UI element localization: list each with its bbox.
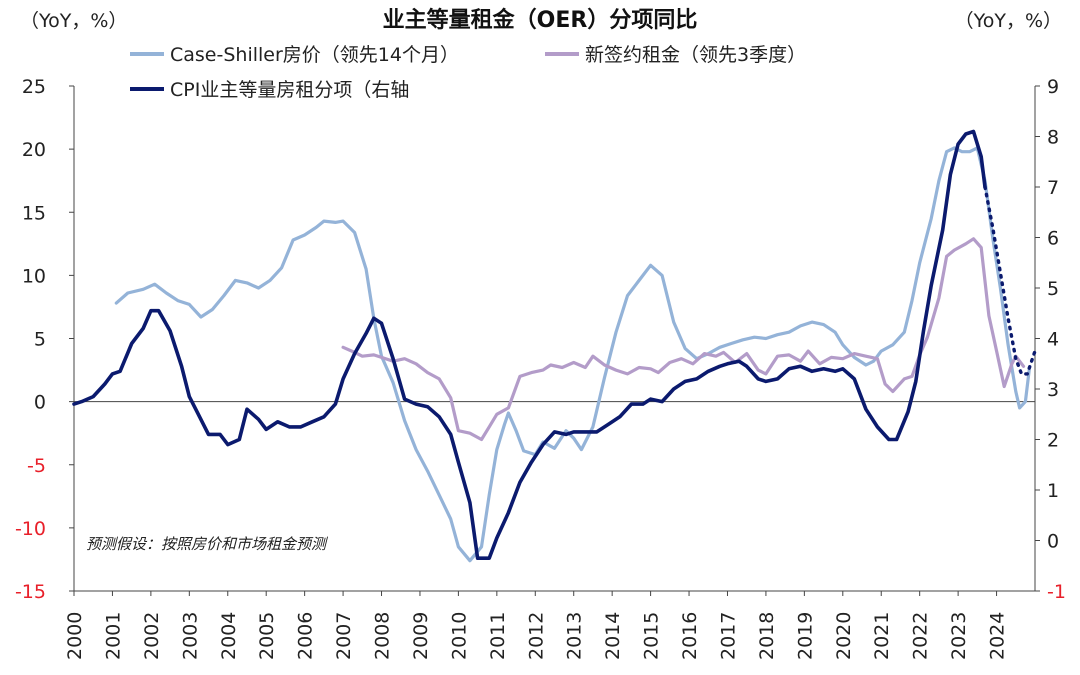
- right-tick-label: 5: [1047, 278, 1059, 300]
- legend-swatch: [130, 86, 164, 91]
- legend-label: CPI业主等量房租分项（右轴: [170, 79, 410, 101]
- left-tick-label: 20: [22, 139, 46, 161]
- x-tick-label: 2009: [410, 612, 432, 660]
- right-tick-label: 0: [1047, 531, 1059, 553]
- right-tick-label: 7: [1047, 177, 1059, 199]
- right-tick-label: -1: [1047, 581, 1066, 603]
- x-tick-label: 2001: [102, 612, 124, 660]
- x-tick-label: 2014: [602, 612, 624, 660]
- left-tick-label: 10: [22, 265, 46, 287]
- x-tick-label: 2013: [564, 612, 586, 660]
- legend-item-cpi-oer: CPI业主等量房租分项（右轴: [130, 75, 409, 102]
- x-tick-label: 2000: [64, 612, 86, 660]
- right-tick-label: 4: [1047, 329, 1059, 351]
- legend-swatch: [545, 51, 579, 56]
- left-axis-unit: （YoY，%）: [20, 10, 128, 32]
- right-axis-unit: （YoY，%）: [954, 10, 1062, 32]
- x-tick-label: 2024: [987, 612, 1009, 660]
- new-lease-rent-line: [341, 237, 1026, 442]
- legend-label: 新签约租金（领先3季度）: [585, 44, 807, 66]
- x-tick-label: 2018: [756, 612, 778, 660]
- cpi-forecast-dotted-line: [983, 185, 1037, 376]
- x-tick-label: 2015: [641, 612, 663, 660]
- left-tick-label: 0: [34, 392, 46, 414]
- x-tick-label: 2022: [910, 612, 932, 660]
- x-tick-label: 2016: [679, 612, 701, 660]
- left-tick-label: -10: [15, 518, 46, 540]
- x-tick-label: 2021: [871, 612, 893, 660]
- left-tick-label: 15: [22, 202, 46, 224]
- chart-title: 业主等量租金（OER）分项同比: [382, 8, 698, 33]
- left-tick-label: -5: [27, 455, 46, 477]
- legend-label: Case-Shiller房价（领先14个月）: [170, 44, 459, 66]
- legend-item-new-lease-rent: 新签约租金（领先3季度）: [545, 40, 806, 67]
- x-tick-label: 2023: [948, 612, 970, 660]
- right-tick-label: 8: [1047, 127, 1059, 149]
- x-tick-label: 2007: [333, 612, 355, 660]
- case-shiller-line: [114, 146, 1031, 563]
- x-tick-label: 2002: [141, 612, 163, 660]
- legend-swatch: [130, 51, 164, 56]
- x-tick-label: 2008: [372, 612, 394, 660]
- x-tick-label: 2005: [256, 612, 278, 660]
- x-tick-label: 2006: [295, 612, 317, 660]
- x-tick-label: 2012: [525, 612, 547, 660]
- right-tick-label: 6: [1047, 228, 1059, 250]
- right-tick-label: 9: [1047, 76, 1059, 98]
- cpi-oer-line: [72, 129, 987, 561]
- x-tick-label: 2010: [448, 612, 470, 660]
- legend-item-case-shiller: Case-Shiller房价（领先14个月）: [130, 40, 459, 67]
- right-tick-label: 2: [1047, 430, 1059, 452]
- right-tick-label: 3: [1047, 379, 1059, 401]
- left-tick-label: 5: [34, 329, 46, 351]
- x-tick-label: 2011: [487, 612, 509, 660]
- right-tick-label: 1: [1047, 480, 1059, 502]
- forecast-annotation: 预测假设：按照房价和市场租金预测: [86, 535, 329, 553]
- x-tick-label: 2019: [794, 612, 816, 660]
- x-tick-label: 2020: [833, 612, 855, 660]
- left-tick-label: 25: [22, 76, 46, 98]
- x-tick-label: 2003: [179, 612, 201, 660]
- x-tick-label: 2004: [218, 612, 240, 660]
- x-tick-label: 2017: [717, 612, 739, 660]
- left-tick-label: -15: [15, 581, 46, 603]
